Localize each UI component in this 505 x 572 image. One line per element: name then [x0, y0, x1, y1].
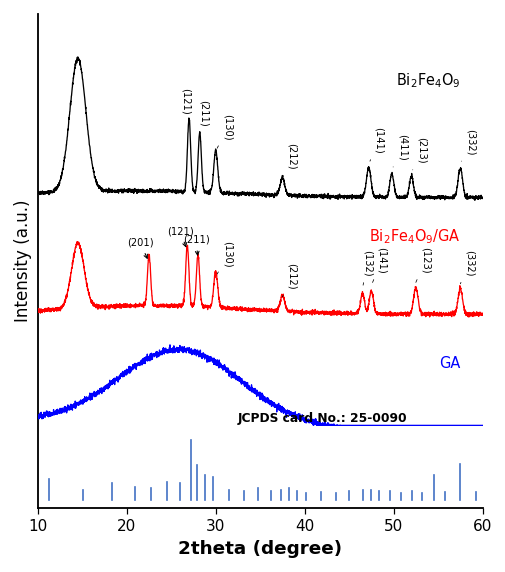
Text: (121): (121) — [167, 226, 193, 247]
Text: (132): (132) — [362, 250, 372, 285]
Text: (141): (141) — [369, 127, 383, 161]
Text: (332): (332) — [461, 129, 475, 161]
Text: (130): (130) — [217, 241, 232, 274]
Text: (123): (123) — [415, 247, 429, 283]
Text: (213): (213) — [412, 137, 426, 170]
Text: (211): (211) — [182, 235, 209, 255]
Text: JCPDS card No.: 25-0090: JCPDS card No.: 25-0090 — [237, 412, 407, 426]
Text: GA: GA — [438, 356, 460, 371]
Text: (211): (211) — [198, 100, 209, 134]
Text: Bi$_2$Fe$_4$O$_9$/GA: Bi$_2$Fe$_4$O$_9$/GA — [368, 228, 460, 246]
Text: (201): (201) — [127, 238, 153, 259]
Text: (121): (121) — [180, 88, 190, 121]
Text: (141): (141) — [372, 247, 386, 283]
Text: (411): (411) — [392, 134, 407, 167]
Y-axis label: Intensity (a.u.): Intensity (a.u.) — [14, 200, 32, 322]
X-axis label: 2theta (degree): 2theta (degree) — [178, 540, 341, 558]
Text: Bi$_2$Fe$_4$O$_9$: Bi$_2$Fe$_4$O$_9$ — [395, 72, 460, 90]
Text: (130): (130) — [217, 114, 232, 148]
Text: (212): (212) — [282, 143, 296, 178]
Text: (332): (332) — [460, 250, 474, 284]
Text: (212): (212) — [282, 263, 296, 297]
